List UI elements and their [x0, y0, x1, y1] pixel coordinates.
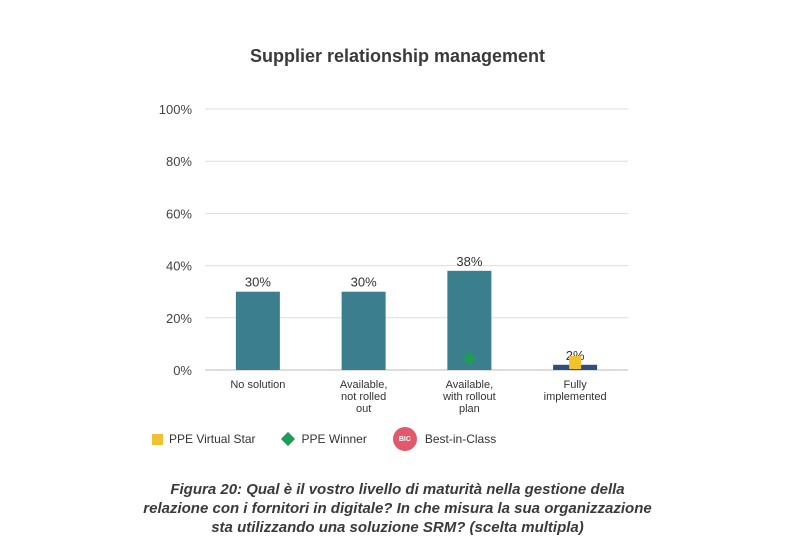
winner-marker [462, 351, 477, 366]
virtual-star-marker [569, 356, 582, 369]
figure-caption: Figura 20: Qual è il vostro livello di m… [0, 480, 795, 537]
x-tick-label: out [356, 403, 371, 415]
bar-value-label: 30% [351, 275, 377, 290]
chart-title: Supplier relationship management [249, 46, 546, 66]
x-tick-label: with rollout [442, 391, 496, 403]
legend-label-bic: Best-in-Class [424, 432, 497, 446]
x-tick-label: not rolled [341, 391, 386, 403]
y-tick-label: 0% [173, 363, 192, 378]
y-tick-label: 80% [166, 154, 192, 169]
x-tick-label: plan [459, 403, 480, 415]
legend-item-virtual-star: PPE Virtual Star [152, 432, 255, 446]
bar-chart: 0% 20% 40% 60% 80% 100% 30% No solution 30% Avail… [159, 102, 628, 415]
y-tick-label: 20% [166, 311, 192, 326]
legend-label-winner: PPE Winner [301, 432, 367, 446]
x-tick-label: implemented [544, 391, 607, 403]
caption-line: relazione con i fornitori in digitale? I… [143, 500, 652, 517]
bic-badge-icon: BIC [392, 427, 417, 451]
winner-diamond-icon [281, 431, 296, 447]
y-tick-label: 100% [159, 102, 193, 117]
bar [341, 291, 386, 370]
legend-item-winner: PPE Winner [281, 431, 367, 447]
bar-value-label: 30% [245, 275, 271, 290]
x-tick-label: Fully [564, 379, 588, 391]
legend-item-bic: BIC Best-in-Class [392, 427, 497, 451]
virtual-star-marker-icon [152, 433, 163, 445]
legend-label-virtual-star: PPE Virtual Star [169, 432, 256, 446]
legend: PPE Virtual Star PPE Winner BIC Best-in-… [152, 427, 522, 451]
y-tick-label: 40% [166, 259, 192, 274]
bar-value-label: 38% [456, 254, 482, 269]
caption-line: Figura 20: Qual è il vostro livello di m… [170, 481, 625, 498]
bar [235, 291, 280, 370]
caption-line: sta utilizzando una soluzione SRM? (scel… [211, 519, 584, 536]
x-tick-label: Available, [446, 379, 494, 391]
x-tick-label: No solution [230, 379, 285, 391]
y-tick-label: 60% [166, 206, 192, 221]
x-tick-label: Available, [340, 379, 388, 391]
